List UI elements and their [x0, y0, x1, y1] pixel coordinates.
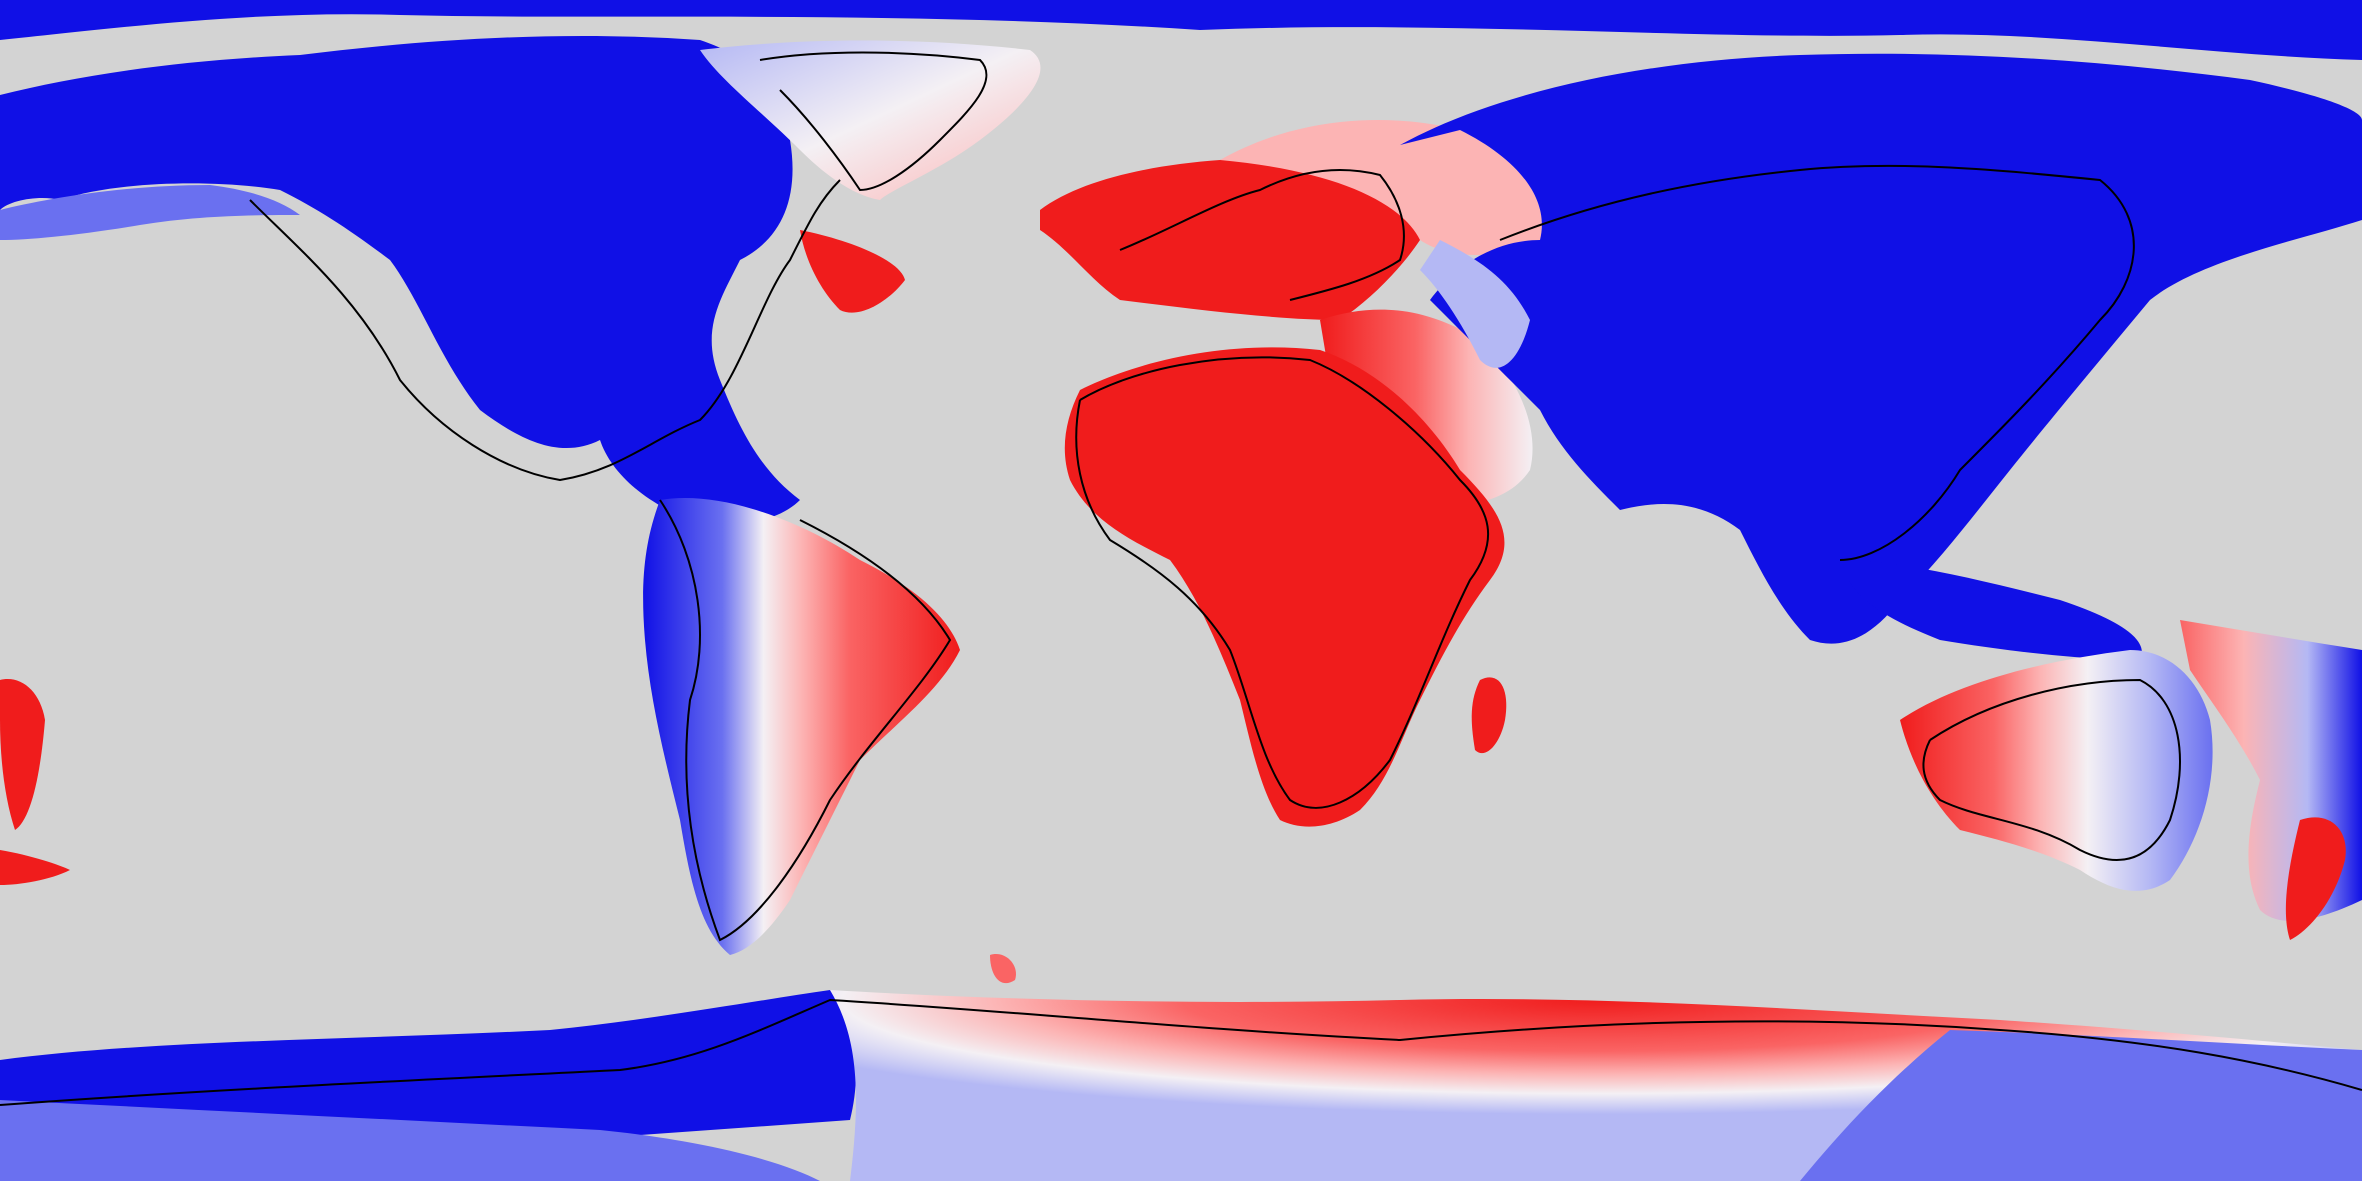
coastline-europe [1119, 169, 1405, 301]
coastline-south-america [659, 499, 952, 942]
asia-west-transition [1420, 240, 1530, 368]
antarctica-west-lower [0, 1100, 820, 1181]
coastline-africa [1075, 356, 1490, 809]
arctic-region [0, 0, 2362, 60]
north-america [0, 35, 800, 524]
new-zealand [2285, 817, 2346, 940]
europe-west [1040, 143, 1431, 320]
south-america [643, 498, 960, 955]
greenland [700, 40, 1041, 200]
coastline-australia [1922, 678, 2181, 861]
madagascar [1471, 677, 1507, 754]
australia [1900, 650, 2213, 891]
north-atlantic-patch [800, 230, 905, 313]
coastline-greenland [759, 51, 988, 192]
southeast-asia [1840, 560, 2142, 660]
north-america-edge [0, 185, 300, 240]
africa [1064, 347, 1505, 827]
coastline-antarctica [0, 998, 2362, 1106]
coastline-north-america [249, 179, 841, 482]
coastlines [0, 51, 2362, 1106]
west-pacific-patch [0, 679, 45, 830]
south-atlantic-patch [990, 954, 1016, 984]
antarctica-east [1800, 1030, 2362, 1181]
asia [1400, 53, 2362, 644]
west-pacific-patch-2 [0, 850, 70, 885]
europe-north [1220, 120, 1542, 255]
coastline-asia [1499, 164, 2135, 561]
